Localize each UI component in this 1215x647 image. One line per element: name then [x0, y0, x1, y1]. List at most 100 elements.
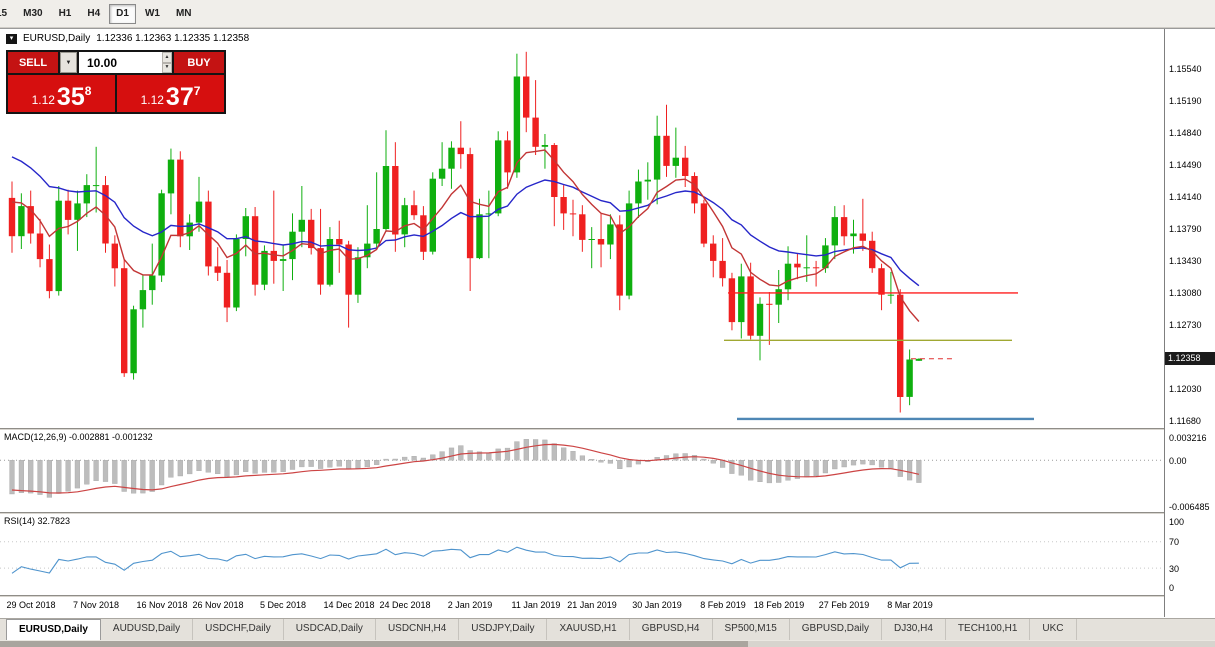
- horizontal-scrollbar[interactable]: [0, 641, 1215, 647]
- volume-box: ▲ ▼: [79, 52, 172, 73]
- volume-spinner: ▲ ▼: [161, 52, 172, 73]
- macd-panel[interactable]: [0, 430, 1164, 512]
- time-axis-label: 29 Oct 2018: [6, 600, 56, 610]
- chart-window: ▾ EURUSD,Daily 1.12336 1.12363 1.12335 1…: [0, 28, 1215, 618]
- volume-decrease-button[interactable]: ▼: [161, 62, 172, 73]
- time-axis-label: 24 Dec 2018: [379, 600, 431, 610]
- price-axis-label: 1.14840: [1169, 128, 1202, 138]
- time-axis-label: 18 Feb 2019: [753, 600, 805, 610]
- chart-tab-gbpusd-h4[interactable]: GBPUSD,H4: [630, 619, 713, 640]
- price-axis-label: 1.15540: [1169, 64, 1202, 74]
- macd-signal-line[interactable]: [11, 443, 920, 494]
- volume-increase-button[interactable]: ▲: [161, 52, 172, 63]
- chart-tabs-bar: EURUSD,Daily AUDUSD,Daily USDCHF,Daily USDC…: [0, 618, 1215, 640]
- timeframe-button-15[interactable]: 15: [0, 4, 14, 24]
- chart-tab-usdchf-daily[interactable]: USDCHF,Daily: [193, 619, 284, 640]
- trade-controls-row: SELL ▼ ▲ ▼ BUY: [8, 52, 224, 73]
- rsi-axis-label: 70: [1169, 537, 1180, 547]
- price-axis-label: 1.14490: [1169, 160, 1202, 170]
- price-axis-label: 1.14140: [1169, 192, 1202, 202]
- volume-dropdown-button[interactable]: ▼: [60, 52, 77, 73]
- macd-axis-label: 0.00: [1169, 456, 1187, 466]
- chevron-up-icon: ▲: [164, 53, 170, 60]
- chart-ohlc-values: 1.12336 1.12363 1.12335 1.12358: [96, 33, 250, 44]
- buy-price-prefix: 1.12: [140, 93, 164, 107]
- chart-tab-eurusd-daily[interactable]: EURUSD,Daily: [6, 619, 101, 640]
- timeframe-button-h4[interactable]: H4: [80, 4, 107, 24]
- current-price-tag: 1.12358: [1165, 352, 1215, 365]
- macd-axis-label: 0.003216: [1169, 433, 1207, 443]
- rsi-line[interactable]: [11, 546, 919, 574]
- chart-info: ▾ EURUSD,Daily 1.12336 1.12363 1.12335 1…: [6, 33, 249, 44]
- chevron-down-icon: ▼: [65, 59, 72, 66]
- time-axis-label: 21 Jan 2019: [567, 600, 617, 610]
- timeframe-toolbar: 15M30H1H4D1W1MN: [0, 0, 1215, 28]
- rsi-axis-label: 100: [1169, 517, 1185, 527]
- buy-price-tile[interactable]: 1.12 37 7: [117, 75, 224, 112]
- timeframe-button-d1[interactable]: D1: [109, 3, 136, 24]
- buy-button[interactable]: BUY: [174, 52, 224, 73]
- current-price-value: 1.12358: [1168, 353, 1201, 363]
- chevron-down-icon: ▼: [164, 64, 170, 71]
- timeframe-button-mn[interactable]: MN: [169, 4, 199, 24]
- scrollbar-thumb[interactable]: [0, 641, 748, 647]
- ma-slow-line[interactable]: [11, 156, 920, 287]
- sell-price-prefix: 1.12: [31, 93, 55, 107]
- timeframe-button-h1[interactable]: H1: [52, 4, 79, 24]
- time-axis-label: 14 Dec 2018: [323, 600, 375, 610]
- time-axis-label: 2 Jan 2019: [447, 600, 493, 610]
- time-axis-label: 8 Mar 2019: [887, 600, 933, 610]
- time-axis-label: 8 Feb 2019: [700, 600, 746, 610]
- price-axis-label: 1.13430: [1169, 256, 1202, 266]
- volume-input[interactable]: [79, 52, 162, 73]
- time-axis-label: 26 Nov 2018: [192, 600, 244, 610]
- price-axis-label: 1.11680: [1169, 416, 1201, 426]
- chart-tab-usdcad-daily[interactable]: USDCAD,Daily: [284, 619, 376, 640]
- price-chart[interactable]: [0, 29, 1164, 428]
- time-axis[interactable]: 29 Oct 2018 7 Nov 2018 16 Nov 2018 26 Nov 2…: [0, 597, 1164, 617]
- price-axis[interactable]: 1.12358 1.15540 1.15190 1.14840 1.14490 1.14…: [1164, 29, 1215, 617]
- rsi-axis-label: 30: [1169, 564, 1180, 574]
- rsi-panel[interactable]: [0, 514, 1164, 595]
- chart-tab-ukc[interactable]: UKC: [1030, 619, 1077, 640]
- chart-tab-dj30-h4[interactable]: DJ30,H4: [882, 619, 946, 640]
- macd-label: MACD(12,26,9) -0.002881 -0.001232: [4, 432, 153, 442]
- sell-price-tile[interactable]: 1.12 35 8: [8, 75, 115, 112]
- chart-tab-xauusd-h1[interactable]: XAUUSD,H1: [547, 619, 630, 640]
- price-axis-label: 1.12030: [1169, 384, 1202, 394]
- rsi-axis-label: 0: [1169, 583, 1175, 593]
- chart-tab-gbpusd-daily[interactable]: GBPUSD,Daily: [790, 619, 883, 640]
- buy-price-sup: 7: [193, 84, 201, 98]
- price-axis-label: 1.12730: [1169, 320, 1202, 330]
- sell-price-sup: 8: [84, 84, 92, 98]
- price-axis-label: 1.15190: [1169, 96, 1202, 106]
- chart-tab-usdcnh-h4[interactable]: USDCNH,H4: [376, 619, 460, 640]
- time-axis-label: 16 Nov 2018: [136, 600, 188, 610]
- panel-divider[interactable]: [0, 512, 1215, 514]
- candlesticks: [8, 51, 923, 413]
- panel-divider[interactable]: [0, 595, 1215, 597]
- macd-axis-label: -0.006485: [1169, 502, 1210, 512]
- chart-tab-tech100-h1[interactable]: TECH100,H1: [946, 619, 1031, 640]
- trade-prices-row: 1.12 35 8 1.12 37 7: [8, 75, 224, 112]
- time-axis-label: 27 Feb 2019: [818, 600, 870, 610]
- sell-button[interactable]: SELL: [8, 52, 58, 73]
- time-axis-label: 7 Nov 2018: [72, 600, 120, 610]
- timeframe-button-w1[interactable]: W1: [138, 4, 167, 24]
- time-axis-label: 11 Jan 2019: [511, 600, 561, 610]
- chart-tab-audusd-daily[interactable]: AUDUSD,Daily: [101, 619, 194, 640]
- one-click-trading-panel: SELL ▼ ▲ ▼ BUY 1.12 35 8 1.1: [6, 50, 226, 114]
- chart-tab-usdjpy-daily[interactable]: USDJPY,Daily: [459, 619, 548, 640]
- ma-fast-line[interactable]: [11, 149, 920, 322]
- panel-divider[interactable]: [0, 428, 1215, 430]
- macd-histogram: [9, 439, 922, 498]
- chart-tab-sp500-m15[interactable]: SP500,M15: [713, 619, 790, 640]
- time-axis-label: 5 Dec 2018: [259, 600, 307, 610]
- timeframe-button-m30[interactable]: M30: [16, 4, 49, 24]
- buy-price-big: 37: [165, 83, 194, 111]
- chart-symbol-label: EURUSD,Daily: [23, 33, 91, 44]
- chart-menu-icon[interactable]: ▾: [6, 33, 17, 44]
- price-axis-label: 1.13080: [1169, 288, 1202, 298]
- time-axis-label: 30 Jan 2019: [632, 600, 682, 610]
